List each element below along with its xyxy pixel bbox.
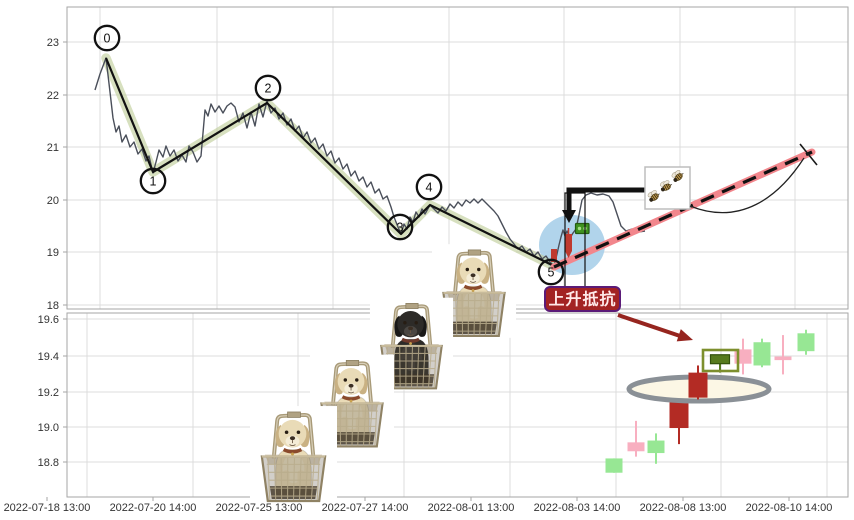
x-tick-label: 2022-08-01 13:00: [428, 502, 515, 514]
bottom-panel-plot-border: [66, 312, 849, 498]
wave-point-number: 4: [426, 180, 433, 194]
zigzag-line: [104, 57, 555, 267]
bottom-panel-y-tick-label: 18.8: [38, 457, 59, 469]
x-tick-label: 2022-07-20 14:00: [110, 502, 197, 514]
top-panel-y-tick-label: 19: [47, 247, 59, 259]
wave-point-number: 2: [265, 81, 272, 95]
down-elbow-arrow: [566, 187, 646, 211]
x-tick-label: 2022-07-25 13:00: [216, 502, 303, 514]
callout-box: [544, 286, 621, 312]
candle-body: [774, 356, 792, 361]
zigzag-highlight: [101, 53, 559, 271]
candle-body: [709, 354, 731, 365]
wave-point-circle: [139, 167, 167, 195]
wave-point-circle: [537, 258, 565, 286]
wave-point-number: 3: [397, 220, 404, 234]
top-panel-y-tick-label: 20: [47, 195, 59, 207]
curve-connector: [689, 157, 805, 214]
trend-end-tick: [799, 143, 818, 166]
callout-arrow-line: [617, 313, 684, 339]
annotations-layer: 0 1 2 3 4 5: [93, 24, 818, 373]
x-tick-label: 2022-07-18 13:00: [4, 502, 91, 514]
top-panel-y-tick-label: 18: [47, 300, 59, 312]
callout-arrowhead: [676, 329, 693, 342]
wave-point-circle: [254, 74, 282, 102]
mini-green-dot: [577, 226, 582, 231]
wave-point-circle: [386, 213, 414, 241]
puppy-images-layer: [250, 244, 516, 503]
candle-body: [753, 342, 771, 366]
wave-point-circle: [93, 24, 121, 52]
mini-red-candle: [565, 234, 572, 251]
wave-point-number: 5: [548, 265, 555, 279]
top-panel-y-tick-label: 22: [47, 90, 59, 102]
x-tick-label: 2022-08-03 14:00: [534, 502, 621, 514]
bottom-panel-y-tick-label: 19.2: [38, 387, 59, 399]
x-tick-label: 2022-07-27 14:00: [322, 502, 409, 514]
bottom-panel-y-tick-label: 19.0: [38, 422, 59, 434]
bottom-panel-y-tick-label: 19.4: [38, 351, 59, 363]
bottom-panel-y-tick-label: 19.6: [38, 314, 59, 326]
wave-point-circle: [415, 173, 443, 201]
candle-highlight-box: [701, 348, 740, 373]
candle-body: [797, 333, 815, 352]
candle-body: [688, 372, 708, 398]
price-line: [94, 57, 646, 267]
candle-body: [627, 442, 645, 452]
x-tick-label: 2022-08-08 13:00: [640, 502, 727, 514]
callout-text: 上升抵抗: [548, 290, 616, 309]
axes-layer: 23222120191819.619.419.219.018.82022-07-…: [4, 6, 849, 514]
mini-red-block: [551, 249, 557, 262]
down-arrowhead: [562, 210, 576, 223]
candle-body: [647, 440, 665, 454]
wave-point-number: 0: [104, 31, 111, 45]
top-panel-y-tick-label: 21: [47, 142, 59, 154]
wave-point-number: 1: [150, 174, 157, 188]
callout-label: 上升抵抗: [544, 286, 621, 312]
x-tick-label: 2022-08-10 14:00: [746, 502, 833, 514]
top-panel-y-tick-label: 23: [47, 37, 59, 49]
mini-green-box: [574, 222, 590, 235]
puppy-basket-image: [250, 406, 337, 503]
mini-red-candle-tip: [565, 251, 572, 258]
candle-body: [669, 395, 689, 429]
candle-body: [605, 458, 623, 473]
